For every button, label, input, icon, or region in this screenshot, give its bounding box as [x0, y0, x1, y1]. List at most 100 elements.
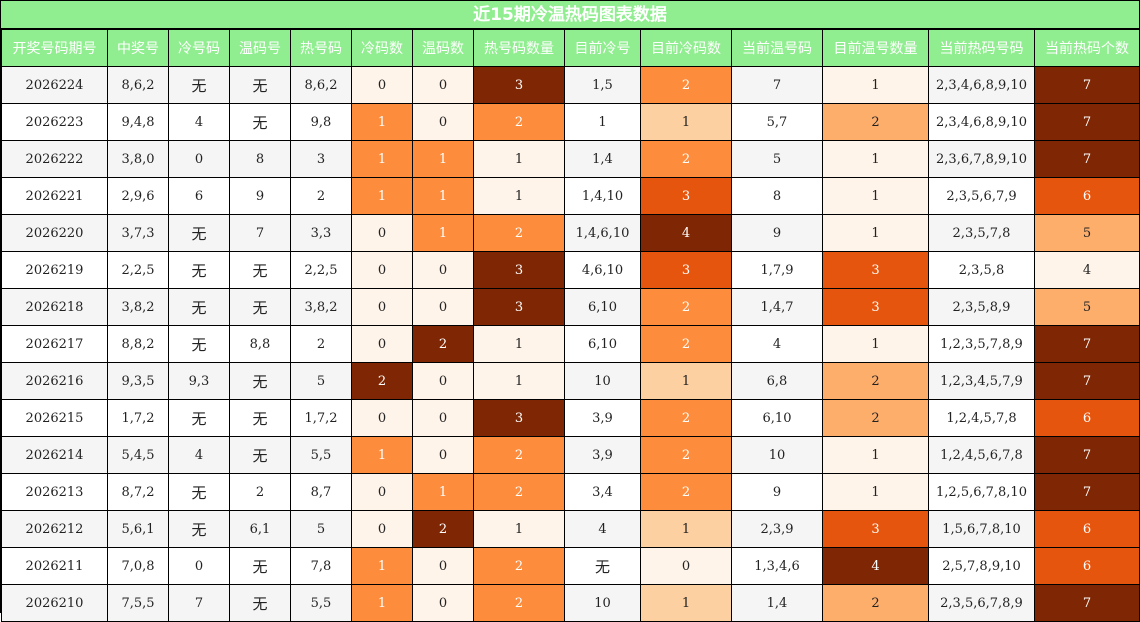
table-row: 2026218 3,8,2 无无 3,8,2 0 0 3 6,10 2 1,4,7 3 2,3,5,8…: [1, 288, 1140, 326]
cell-current-hot-count: 5: [1034, 288, 1140, 326]
cell-current-cold-count: 1: [640, 362, 732, 400]
cell-current-hot-count: 5: [1034, 214, 1140, 252]
column-header: 目前冷码数: [640, 29, 732, 67]
cell-cold-count: 0: [351, 399, 413, 437]
table-row: 2026219 2,2,5 无无 2,2,5 0 0 3 4,6,10 3 1,7,9 3 2,3,5…: [1, 251, 1140, 289]
cell-hot-count: 2: [473, 103, 565, 141]
cell-hot-number: 1,7,2: [290, 399, 352, 437]
cell-period: 2026213: [1, 473, 108, 511]
cell-cold-count: 0: [351, 214, 413, 252]
cell-current-hot-count: 7: [1034, 103, 1140, 141]
cell-current-hot: 1,5,6,7,8,10: [928, 510, 1035, 548]
cell-hot-count: 1: [473, 325, 565, 363]
cell-hot-count: 1: [473, 510, 565, 548]
cell-hot-number: 8,6,2: [290, 66, 352, 104]
cell-hot-number: 5,5: [290, 436, 352, 474]
cell-period: 2026224: [1, 66, 108, 104]
cell-warm-count: 0: [412, 399, 474, 437]
cell-current-warm-count: 1: [822, 66, 929, 104]
cell-hot-count: 2: [473, 436, 565, 474]
cell-hot-number: 2,2,5: [290, 251, 352, 289]
column-header: 当前热码号码: [928, 29, 1035, 67]
cell-current-warm-count: 1: [822, 177, 929, 215]
cell-current-warm: 10: [731, 436, 823, 474]
cell-warm-number: 无: [229, 547, 291, 585]
cell-warm-number: 8,8: [229, 325, 291, 363]
cell-current-warm-count: 3: [822, 251, 929, 289]
cell-hot-number: 2: [290, 325, 352, 363]
cell-current-cold: 无: [564, 547, 641, 585]
cell-current-hot: 2,3,5,6,7,9: [928, 177, 1035, 215]
cell-current-cold-count: 2: [640, 436, 732, 474]
cell-cold-number: 4: [168, 436, 230, 474]
cell-warm-number: 无: [229, 103, 291, 141]
cell-current-warm: 4: [731, 325, 823, 363]
cell-current-warm-count: 4: [822, 547, 929, 585]
cell-cold-number: 无: [168, 251, 230, 289]
cell-current-warm: 9: [731, 473, 823, 511]
cell-cold-count: 1: [351, 140, 413, 178]
cell-current-hot: 2,5,7,8,9,10: [928, 547, 1035, 585]
cell-warm-number: 无: [229, 362, 291, 400]
cell-winning-number: 3,7,3: [107, 214, 169, 252]
cell-warm-count: 1: [412, 473, 474, 511]
cell-warm-number: 无: [229, 399, 291, 437]
cell-hot-number: 5: [290, 362, 352, 400]
cell-winning-number: 8,7,2: [107, 473, 169, 511]
column-header: 目前温号数量: [822, 29, 929, 67]
cell-current-cold: 1,4: [564, 140, 641, 178]
column-header: 中奖号: [107, 29, 169, 67]
cell-current-hot: 1,2,4,5,6,7,8: [928, 436, 1035, 474]
cell-current-cold: 4,6,10: [564, 251, 641, 289]
table-row: 2026210 7,5,5 7 无 5,5 1 0 2 10 1 1,4 2 2,3,5,6,7,8,9…: [1, 584, 1140, 622]
cell-current-warm-count: 2: [822, 399, 929, 437]
cell-winning-number: 9,4,8: [107, 103, 169, 141]
cell-current-hot-count: 7: [1034, 473, 1140, 511]
cell-current-cold: 1,5: [564, 66, 641, 104]
cell-hot-number: 2: [290, 177, 352, 215]
table-row: 2026223 9,4,8 4 无 9,8 1 0 2 1 1 5,7 2 2,3,4,6,8,9,10…: [1, 103, 1140, 141]
cell-hot-number: 3: [290, 140, 352, 178]
column-header: 温码号: [229, 29, 291, 67]
cell-winning-number: 5,6,1: [107, 510, 169, 548]
cell-current-warm-count: 1: [822, 325, 929, 363]
cell-current-hot: 1,2,3,4,5,7,9: [928, 362, 1035, 400]
cell-period: 2026210: [1, 584, 108, 622]
cell-current-cold: 3,4: [564, 473, 641, 511]
cell-current-warm: 9: [731, 214, 823, 252]
cell-winning-number: 2,9,6: [107, 177, 169, 215]
cell-cold-number: 无: [168, 399, 230, 437]
cell-warm-number: 无: [229, 288, 291, 326]
column-header: 开奖号码期号: [1, 29, 108, 67]
cell-cold-count: 2: [351, 362, 413, 400]
cell-current-cold-count: 2: [640, 473, 732, 511]
cell-hot-number: 5: [290, 510, 352, 548]
table-row: 2026220 3,7,3 无 7 3,3 0 1 2 1,4,6,10 4 9 1 2,3,5,7,8…: [1, 214, 1140, 252]
cell-warm-count: 0: [412, 547, 474, 585]
cell-period: 2026212: [1, 510, 108, 548]
table-row: 2026214 5,4,5 4 无 5,5 1 0 2 3,9 2 10 1 1,2,4,5,6,7,8…: [1, 436, 1140, 474]
cell-current-hot: 1,2,3,5,7,8,9: [928, 325, 1035, 363]
cell-warm-count: 0: [412, 584, 474, 622]
cell-period: 2026214: [1, 436, 108, 474]
cell-cold-number: 无: [168, 288, 230, 326]
column-header: 当前热码个数: [1034, 29, 1140, 67]
cell-period: 2026222: [1, 140, 108, 178]
cell-winning-number: 1,7,2: [107, 399, 169, 437]
column-header: 冷码数: [351, 29, 413, 67]
cell-cold-count: 0: [351, 66, 413, 104]
cell-current-hot-count: 7: [1034, 66, 1140, 104]
cell-current-cold-count: 1: [640, 510, 732, 548]
cell-current-cold-count: 4: [640, 214, 732, 252]
table-row: 2026221 2,9,6 6 9 2 1 1 1 1,4,10 3 8 1 2,3,5,6,7,9 6: [1, 177, 1140, 215]
cell-current-warm: 1,3,4,6: [731, 547, 823, 585]
cell-current-hot: 2,3,4,6,8,9,10: [928, 66, 1035, 104]
cell-cold-count: 1: [351, 103, 413, 141]
cell-current-warm-count: 1: [822, 436, 929, 474]
cell-current-cold-count: 0: [640, 547, 732, 585]
cell-winning-number: 7,0,8: [107, 547, 169, 585]
cell-current-cold: 6,10: [564, 325, 641, 363]
cell-current-hot: 2,3,5,7,8: [928, 214, 1035, 252]
cell-warm-number: 无: [229, 251, 291, 289]
cell-current-warm: 8: [731, 177, 823, 215]
